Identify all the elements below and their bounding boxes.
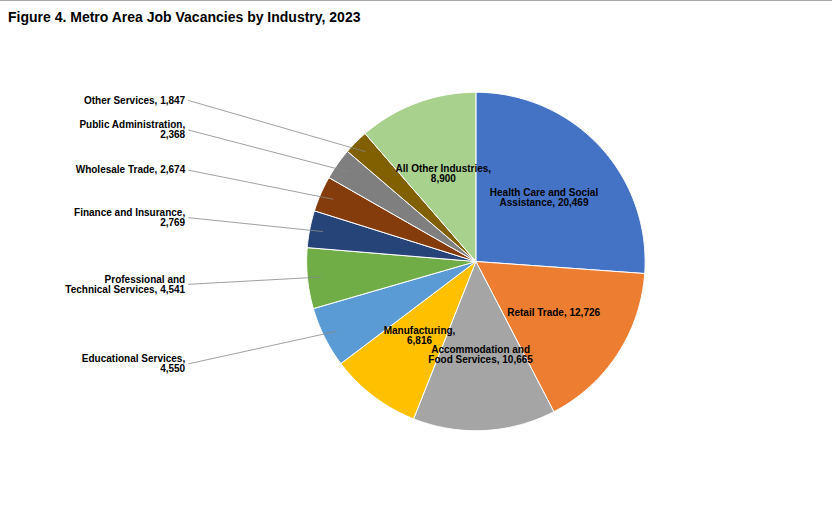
svg-text:Wholesale Trade, 2,674: Wholesale Trade, 2,674 [76, 164, 186, 175]
svg-text:Finance and Insurance,2,769: Finance and Insurance,2,769 [74, 207, 186, 228]
svg-text:Accommodation andFood Services: Accommodation andFood Services, 10,665 [428, 344, 533, 365]
svg-text:Retail Trade, 12,726: Retail Trade, 12,726 [507, 307, 600, 318]
svg-text:All Other Industries,8,900: All Other Industries,8,900 [396, 163, 492, 184]
svg-text:Professional andTechnical Serv: Professional andTechnical Services, 4,54… [65, 274, 185, 295]
svg-text:Manufacturing,6,816: Manufacturing,6,816 [384, 325, 456, 346]
html-text:Figure 4. Metro Area Job Vacan: Figure 4. Metro Area Job Vacancies by In… [8, 9, 361, 25]
svg-text:Public Administration,2,368: Public Administration,2,368 [79, 119, 185, 140]
svg-text:Other Services, 1,847: Other Services, 1,847 [84, 95, 186, 106]
svg-text:Educational Services,4,550: Educational Services,4,550 [82, 353, 186, 374]
svg-text:Health Care and SocialAssistan: Health Care and SocialAssistance, 20,469 [490, 187, 599, 208]
